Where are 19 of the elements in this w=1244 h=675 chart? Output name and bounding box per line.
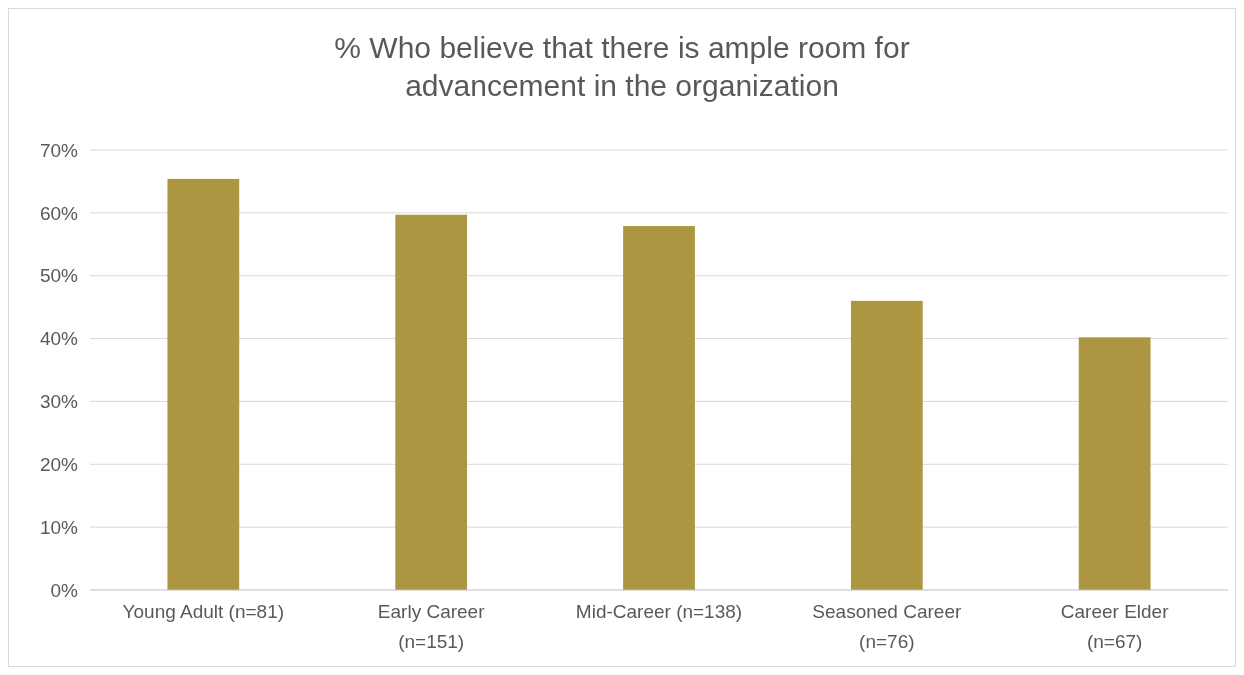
y-tick-label: 20% [39, 453, 79, 475]
y-tick-label: 30% [39, 391, 79, 413]
y-tick-label: 50% [39, 265, 79, 287]
x-tick-label: Seasoned Career (n=76) [812, 601, 962, 652]
bar [1078, 337, 1151, 590]
y-tick-label: 60% [39, 202, 79, 224]
bar [167, 178, 240, 590]
chart-title: % Who believe that there is ample room for advancement in the organization [334, 31, 910, 102]
y-tick-label: 10% [39, 516, 79, 538]
bar [395, 214, 468, 590]
x-tick-label: Mid-Career (n=138) [575, 601, 743, 622]
y-tick-label: 0% [50, 579, 79, 601]
x-tick-label: Early Career (n=151) [377, 601, 486, 652]
x-tick-label: Career Elder (n=67) [1060, 601, 1170, 652]
y-tick-label: 70% [39, 139, 79, 161]
bar [850, 300, 923, 590]
bar [623, 226, 695, 590]
x-tick-label: Young Adult (n=81) [122, 601, 285, 622]
y-tick-label: 40% [39, 328, 79, 350]
